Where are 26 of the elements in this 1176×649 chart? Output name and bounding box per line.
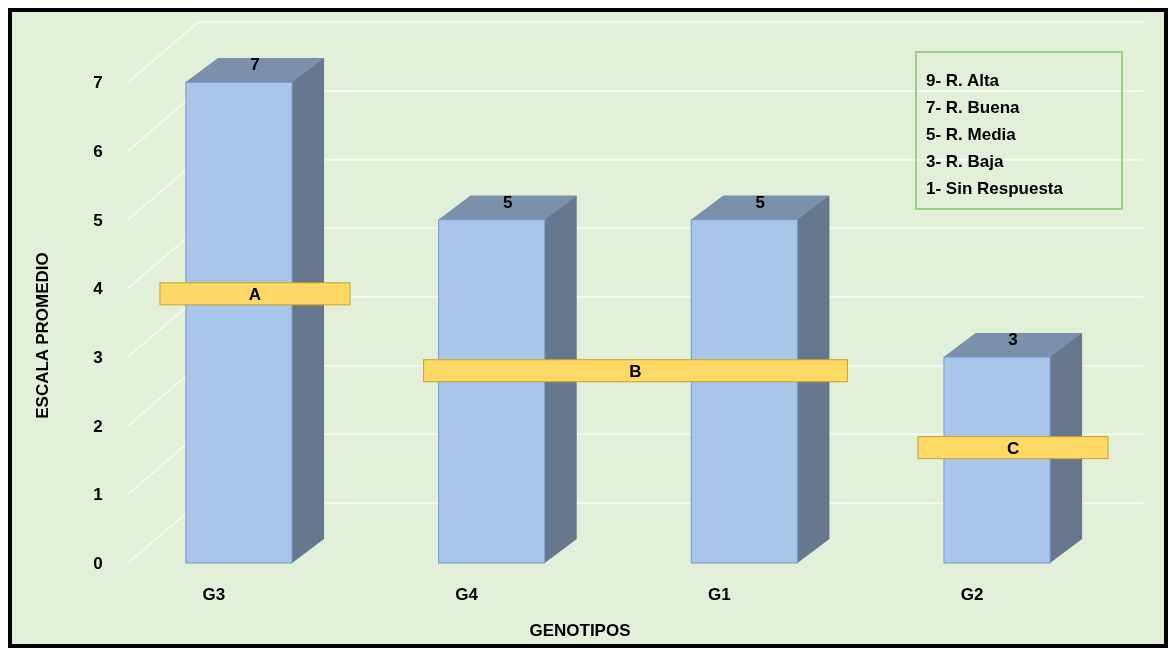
annotation: B xyxy=(629,361,642,381)
x-tick-label: G1 xyxy=(708,585,731,604)
data-label: 5 xyxy=(755,192,766,212)
x-tick-label: G4 xyxy=(455,585,479,604)
annotation: 9- R. Alta xyxy=(926,71,1000,90)
data-label: 3 xyxy=(1008,330,1018,349)
y-tick-label: 7 xyxy=(93,73,103,93)
annotation: A xyxy=(248,284,262,304)
y-tick-label: 5 xyxy=(93,210,103,230)
y-tick-label: 6 xyxy=(93,142,103,161)
annotation: 5- R. Media xyxy=(926,125,1017,144)
x-tick-label: G3 xyxy=(202,585,226,604)
y-tick-label: 0 xyxy=(93,554,103,573)
y-tick-label: 1 xyxy=(93,485,103,505)
x-tick-label: G2 xyxy=(960,585,984,604)
y-tick-label: 3 xyxy=(93,348,103,367)
data-label: 7 xyxy=(250,55,260,75)
annotation: C xyxy=(1006,438,1020,458)
annotation: 1- Sin Respuesta xyxy=(926,179,1064,198)
y-tick-label: 4 xyxy=(93,279,104,299)
annotation: 7- R. Buena xyxy=(926,98,1021,117)
y-tick-label: 2 xyxy=(93,416,103,436)
x-axis-title: GENOTIPOS xyxy=(529,621,631,640)
y-axis-title: ESCALA PROMEDIO xyxy=(33,252,52,419)
data-label: 5 xyxy=(502,192,513,212)
annotation: 3- R. Baja xyxy=(926,152,1005,171)
